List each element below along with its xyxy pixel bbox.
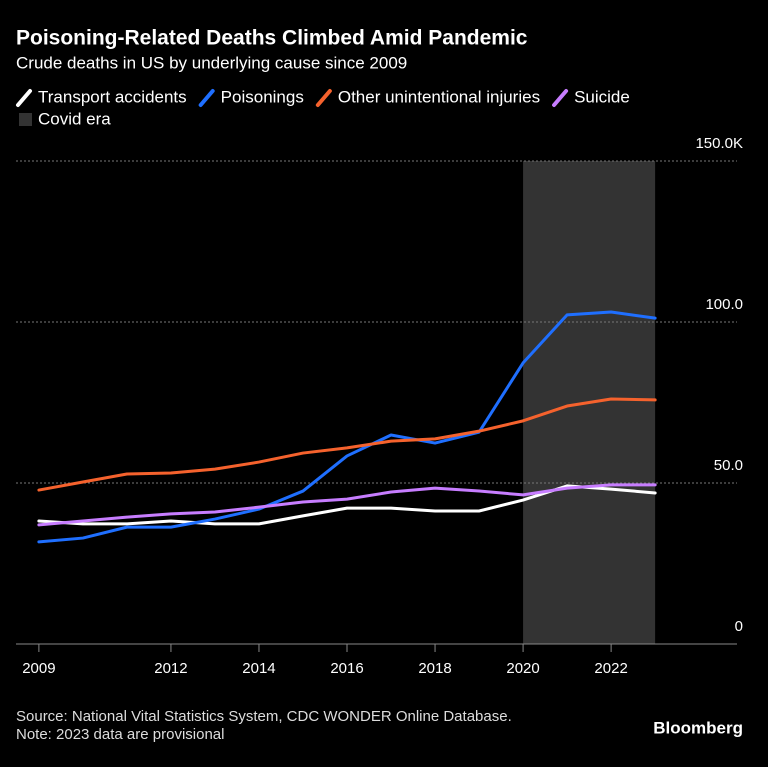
series-line [37, 483, 657, 527]
y-tick-label: 50.0 [714, 457, 743, 474]
chart-subtitle: Crude deaths in US by underlying cause s… [16, 53, 407, 72]
x-tick-label: 2020 [506, 660, 539, 677]
legend-label: Poisonings [221, 87, 304, 106]
legend-swatch [19, 113, 32, 126]
series-line [37, 310, 657, 544]
legend-swatch [552, 89, 569, 107]
x-tick-label: 2018 [418, 660, 451, 677]
x-tick-label: 2014 [242, 660, 275, 677]
series-line [37, 397, 657, 492]
note: Note: 2023 data are provisional [16, 726, 224, 743]
y-tick-label: 100.0 [705, 296, 743, 313]
legend-label: Suicide [574, 87, 630, 106]
y-tick-label: 0 [735, 618, 743, 635]
brand: Bloomberg [653, 718, 743, 737]
legend-swatch [198, 89, 215, 107]
x-tick-label: 2022 [594, 660, 627, 677]
legend-label: Transport accidents [38, 87, 187, 106]
x-tick-label: 2012 [154, 660, 187, 677]
legend-swatch [315, 89, 332, 107]
legend-label: Covid era [38, 109, 111, 128]
legend-label: Other unintentional injuries [338, 87, 540, 106]
y-tick-label: 150.0K [695, 135, 743, 152]
source: Source: National Vital Statistics System… [16, 708, 512, 725]
legend-swatch [16, 89, 32, 107]
x-tick-label: 2009 [22, 660, 55, 677]
chart-title: Poisoning-Related Deaths Climbed Amid Pa… [16, 27, 528, 50]
x-tick-label: 2016 [330, 660, 363, 677]
